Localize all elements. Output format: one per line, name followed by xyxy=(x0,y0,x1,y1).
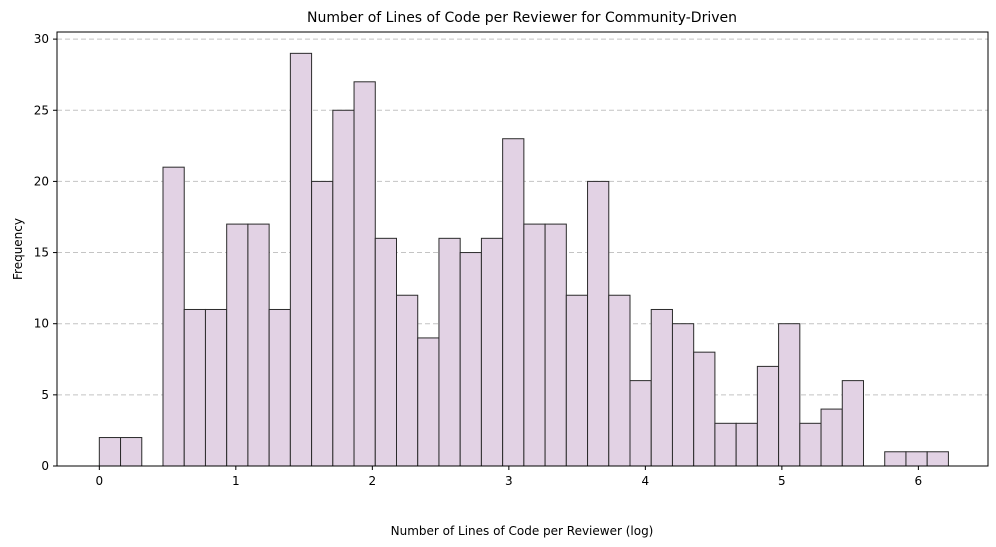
histogram-bar-20 xyxy=(523,223,546,467)
histogram-bar-1 xyxy=(120,437,143,467)
y-tick-label-6: 30 xyxy=(34,32,49,46)
histogram-bar-10 xyxy=(311,180,334,467)
histogram-bar-3 xyxy=(162,166,185,467)
x-tick-label-1: 1 xyxy=(232,474,240,488)
y-tick-label-3: 15 xyxy=(34,246,49,260)
histogram-bar-24 xyxy=(608,294,631,467)
histogram-bar-16 xyxy=(438,237,461,467)
histogram-bar-39 xyxy=(926,451,949,467)
histogram-bar-31 xyxy=(756,365,780,467)
y-tick-label-1: 5 xyxy=(41,388,49,402)
x-tick-label-3: 3 xyxy=(505,474,513,488)
y-tick-label-5: 25 xyxy=(34,103,49,117)
histogram-bar-38 xyxy=(905,451,928,467)
histogram-bar-8 xyxy=(268,308,291,467)
histogram-bar-11 xyxy=(332,109,355,467)
histogram-bar-13 xyxy=(374,237,398,467)
histogram-bar-37 xyxy=(884,451,907,467)
histogram-bar-30 xyxy=(735,422,758,467)
histogram-bar-26 xyxy=(650,308,673,467)
histogram-bar-22 xyxy=(565,294,589,467)
histogram-bar-28 xyxy=(693,351,716,467)
y-tick-label-0: 0 xyxy=(41,459,49,473)
histogram-bar-0 xyxy=(98,437,122,467)
plot-frame xyxy=(56,31,989,467)
histogram-bar-32 xyxy=(778,323,801,467)
histogram-bar-29 xyxy=(714,422,737,467)
histogram-bar-33 xyxy=(799,422,822,467)
histogram-bar-18 xyxy=(480,237,504,467)
histogram-bar-19 xyxy=(502,138,525,467)
y-axis-ticks: 0 5 10 15 20 25 30 xyxy=(34,32,57,473)
histogram-bar-23 xyxy=(587,180,610,467)
y-tick-label-4: 20 xyxy=(34,174,49,188)
histogram-bar-6 xyxy=(226,223,249,467)
x-axis-label: Number of Lines of Code per Reviewer (lo… xyxy=(391,524,654,538)
histogram-bar-9 xyxy=(289,52,313,467)
y-tick-label-2: 10 xyxy=(34,317,49,331)
x-tick-label-6: 6 xyxy=(915,474,923,488)
histogram-bar-7 xyxy=(247,223,270,467)
histogram-bar-17 xyxy=(459,252,482,467)
chart-title: Number of Lines of Code per Reviewer for… xyxy=(307,10,737,26)
histogram-bar-27 xyxy=(671,323,695,467)
y-axis-label: Frequency xyxy=(11,218,25,280)
x-axis-ticks: 0 1 2 3 4 5 6 xyxy=(95,466,922,488)
histogram-bar-12 xyxy=(353,81,376,467)
histogram-bars xyxy=(98,52,949,467)
histogram-bar-14 xyxy=(396,294,419,467)
x-tick-label-4: 4 xyxy=(642,474,650,488)
histogram-bar-25 xyxy=(629,380,652,467)
histogram-bar-5 xyxy=(204,308,228,467)
x-tick-label-2: 2 xyxy=(369,474,377,488)
histogram-bar-34 xyxy=(820,408,843,467)
x-tick-label-0: 0 xyxy=(95,474,103,488)
histogram-bar-35 xyxy=(841,380,865,467)
histogram-bar-15 xyxy=(417,337,440,467)
x-tick-label-5: 5 xyxy=(778,474,786,488)
histogram-bar-4 xyxy=(183,308,206,467)
histogram-bar-21 xyxy=(544,223,567,467)
